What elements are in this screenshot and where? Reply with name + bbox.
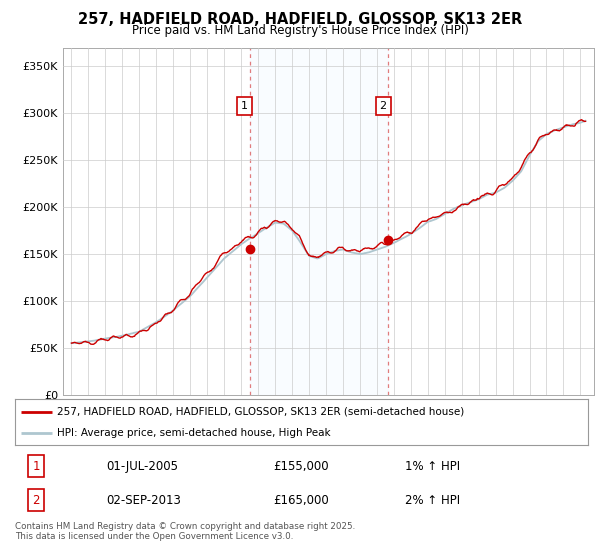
- Text: 2: 2: [32, 494, 40, 507]
- Text: 2% ↑ HPI: 2% ↑ HPI: [404, 494, 460, 507]
- Text: 01-JUL-2005: 01-JUL-2005: [107, 460, 179, 473]
- Text: 2: 2: [380, 101, 386, 111]
- Text: 1: 1: [241, 101, 248, 111]
- Text: 257, HADFIELD ROAD, HADFIELD, GLOSSOP, SK13 2ER (semi-detached house): 257, HADFIELD ROAD, HADFIELD, GLOSSOP, S…: [57, 407, 464, 417]
- Text: £165,000: £165,000: [273, 494, 329, 507]
- Text: Price paid vs. HM Land Registry's House Price Index (HPI): Price paid vs. HM Land Registry's House …: [131, 24, 469, 37]
- Text: £155,000: £155,000: [273, 460, 328, 473]
- Text: 257, HADFIELD ROAD, HADFIELD, GLOSSOP, SK13 2ER: 257, HADFIELD ROAD, HADFIELD, GLOSSOP, S…: [78, 12, 522, 27]
- Text: 1: 1: [32, 460, 40, 473]
- Text: 1% ↑ HPI: 1% ↑ HPI: [404, 460, 460, 473]
- Text: HPI: Average price, semi-detached house, High Peak: HPI: Average price, semi-detached house,…: [57, 428, 331, 438]
- Text: Contains HM Land Registry data © Crown copyright and database right 2025.
This d: Contains HM Land Registry data © Crown c…: [15, 522, 355, 542]
- Bar: [250, 48, 388, 395]
- Text: 02-SEP-2013: 02-SEP-2013: [107, 494, 182, 507]
